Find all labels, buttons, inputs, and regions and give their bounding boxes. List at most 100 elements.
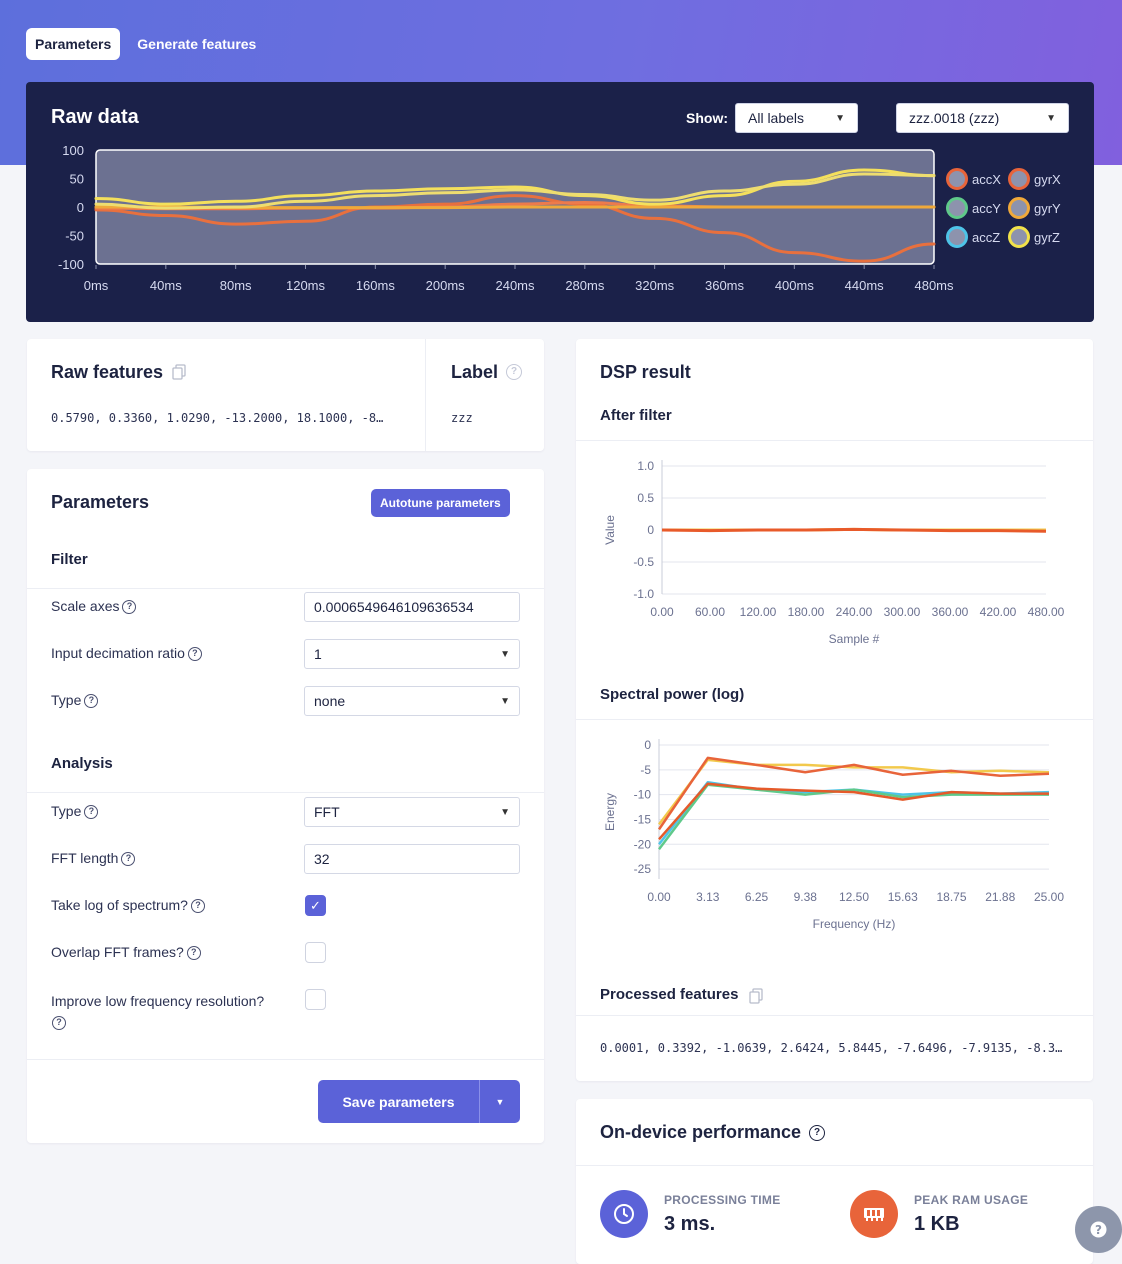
help-icon[interactable]: ? <box>190 899 205 914</box>
y-tick-label: 0.5 <box>637 491 654 505</box>
performance-card: On-device performance? PROCESSING TIME 3… <box>576 1099 1093 1264</box>
decimation-value: 1 <box>314 646 322 662</box>
y-tick-label: -10 <box>634 788 652 802</box>
x-tick-label: 21.88 <box>985 890 1015 904</box>
x-tick-label: 360.00 <box>932 605 969 619</box>
divider <box>425 339 426 451</box>
copy-icon[interactable] <box>749 988 763 1004</box>
processed-title-text: Processed features <box>600 986 739 1003</box>
raw-data-panel: Raw data Show: All labels ▼ zzz.0018 (zz… <box>26 82 1094 322</box>
spectral-power-chart[interactable]: 0 -5 -10 -15 -20 -25 0.00 3.13 6.25 9.38 12.50 15.6… <box>576 729 1093 939</box>
help-icon[interactable]: ? <box>187 647 202 662</box>
help-button[interactable]: ? <box>1075 1206 1122 1253</box>
x-tick-label: 120.00 <box>740 605 777 619</box>
analysis-title-text: Analysis <box>51 755 113 772</box>
help-icon[interactable]: ? <box>121 852 136 867</box>
sample-select[interactable]: zzz.0018 (zzz) ▼ <box>896 103 1069 133</box>
help-icon[interactable]: ? <box>506 364 522 380</box>
parameters-title: Parameters <box>51 492 150 512</box>
divider <box>576 1165 1093 1166</box>
x-tick-label: 200ms <box>426 278 466 293</box>
y-tick-label: -15 <box>634 812 652 826</box>
x-tick-label: 60.00 <box>695 605 725 619</box>
legend-item-gyry[interactable]: gyrY <box>1008 197 1070 219</box>
x-tick-label: 160ms <box>356 278 396 293</box>
tab-generate-features[interactable]: Generate features <box>137 36 257 52</box>
sample-select-value: zzz.0018 (zzz) <box>909 110 1000 126</box>
legend-item-accz[interactable]: accZ <box>946 226 1008 248</box>
chevron-down-icon: ▼ <box>1046 112 1056 124</box>
x-tick-label: 9.38 <box>794 890 818 904</box>
help-icon[interactable]: ? <box>84 805 99 820</box>
help-icon[interactable]: ? <box>84 694 99 709</box>
filter-type-label: Type? <box>51 692 99 709</box>
after-filter-chart[interactable]: 1.0 0.5 0 -0.5 -1.0 0.00 60.00 120.00 180.00 240.… <box>576 449 1093 659</box>
take-log-text: Take log of spectrum? <box>51 897 188 913</box>
analysis-type-text: Type <box>51 803 82 819</box>
autotune-button[interactable]: Autotune parameters <box>371 489 510 517</box>
chevron-down-icon: ▼ <box>500 648 510 660</box>
save-parameters-button[interactable]: Save parameters <box>318 1080 479 1123</box>
y-tick-label: -25 <box>634 862 652 876</box>
legend-label: accX <box>972 171 1001 187</box>
scale-axes-value: 0.0006549646109636534 <box>314 599 474 615</box>
decimation-select[interactable]: 1 ▼ <box>304 639 520 669</box>
legend-swatch <box>946 168 968 190</box>
tab-parameters[interactable]: Parameters <box>26 28 121 60</box>
legend-item-gyrx[interactable]: gyrX <box>1008 168 1070 190</box>
x-tick-label: 300.00 <box>884 605 921 619</box>
legend-label: accZ <box>972 229 1001 245</box>
analysis-type-select[interactable]: FFT ▼ <box>304 797 520 827</box>
help-icon[interactable]: ? <box>122 600 137 615</box>
fft-length-input[interactable]: 32 <box>304 844 520 874</box>
help-icon[interactable]: ? <box>809 1125 826 1142</box>
legend-item-accx[interactable]: accX <box>946 168 1008 190</box>
legend-swatch <box>946 226 968 248</box>
y-tick-label: 0 <box>647 523 654 537</box>
legend-item-accy[interactable]: accY <box>946 197 1008 219</box>
help-icon[interactable]: ? <box>186 946 201 961</box>
scale-axes-input[interactable]: 0.0006549646109636534 <box>304 592 520 622</box>
analysis-type-label: Type? <box>51 803 99 820</box>
series-line <box>661 527 1047 533</box>
caret-down-icon: ▼ <box>495 1096 505 1107</box>
copy-icon[interactable] <box>172 364 186 380</box>
filter-type-select[interactable]: none ▼ <box>304 686 520 716</box>
x-tick-label: 440ms <box>845 278 885 293</box>
raw-features-title: Raw features <box>51 362 164 382</box>
save-parameters-button-group: Save parameters ▼ <box>318 1080 520 1123</box>
save-dropdown-button[interactable]: ▼ <box>479 1080 520 1123</box>
divider <box>27 1059 544 1060</box>
x-tick-label: 0.00 <box>650 605 674 619</box>
filter-title-text: Filter <box>51 551 88 568</box>
legend-item-gyrz[interactable]: gyrZ <box>1008 226 1070 248</box>
overlap-label: Overlap FFT frames?? <box>51 944 201 961</box>
x-tick-label: 18.75 <box>936 890 966 904</box>
peak-ram-value: 1 KB <box>914 1213 960 1235</box>
analysis-section-title: Analysis <box>27 755 544 793</box>
chevron-down-icon: ▼ <box>500 806 510 818</box>
legend-label: accY <box>972 200 1001 216</box>
after-filter-text: After filter <box>600 407 672 424</box>
low-freq-checkbox[interactable] <box>305 989 326 1010</box>
y-tick-label: 0 <box>644 738 651 752</box>
dsp-result-card: DSP result After filter 1.0 0.5 0 -0.5 -1.0 0… <box>576 339 1093 1081</box>
overlap-checkbox[interactable] <box>305 942 326 963</box>
x-tick-label: 3.13 <box>696 890 720 904</box>
help-icon[interactable]: ? <box>52 1016 66 1031</box>
legend-label: gyrZ <box>1034 229 1060 245</box>
y-tick-label: 1.0 <box>637 459 654 473</box>
x-tick-label: 120ms <box>286 278 326 293</box>
x-tick-label: 480.00 <box>1028 605 1065 619</box>
fft-length-label: FFT length? <box>51 850 136 867</box>
series-line <box>658 782 1049 841</box>
take-log-checkbox[interactable]: ✓ <box>305 895 326 916</box>
dsp-title: DSP result <box>600 362 691 382</box>
spectral-power-title: Spectral power (log) <box>576 686 1093 720</box>
x-tick-label: 6.25 <box>745 890 769 904</box>
raw-data-title: Raw data <box>51 106 139 128</box>
processing-time-label: PROCESSING TIME <box>664 1193 781 1207</box>
labels-select[interactable]: All labels ▼ <box>735 103 858 133</box>
x-tick-label: 25.00 <box>1034 890 1064 904</box>
